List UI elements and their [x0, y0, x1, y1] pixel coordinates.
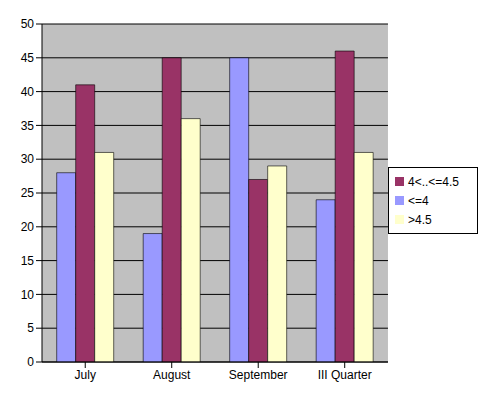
svg-text:5: 5 — [27, 321, 34, 335]
html-text:<=4: <=4 — [408, 193, 429, 208]
svg-text:35: 35 — [21, 119, 35, 133]
svg-text:30: 30 — [21, 152, 35, 166]
html-text:4<..<=4.5: 4<..<=4.5 — [408, 174, 459, 189]
svg-text:40: 40 — [21, 85, 35, 99]
svg-text:III Quarter: III Quarter — [318, 368, 372, 382]
svg-text:45: 45 — [21, 51, 35, 65]
svg-text:July: July — [75, 368, 96, 382]
svg-text:15: 15 — [21, 254, 35, 268]
svg-text:August: August — [153, 368, 191, 382]
svg-text:25: 25 — [21, 186, 35, 200]
svg-text:50: 50 — [21, 17, 35, 31]
svg-text:10: 10 — [21, 288, 35, 302]
svg-text:20: 20 — [21, 220, 35, 234]
html-text:>4.5: >4.5 — [408, 212, 432, 227]
svg-text:September: September — [229, 368, 288, 382]
svg-text:0: 0 — [27, 355, 34, 369]
